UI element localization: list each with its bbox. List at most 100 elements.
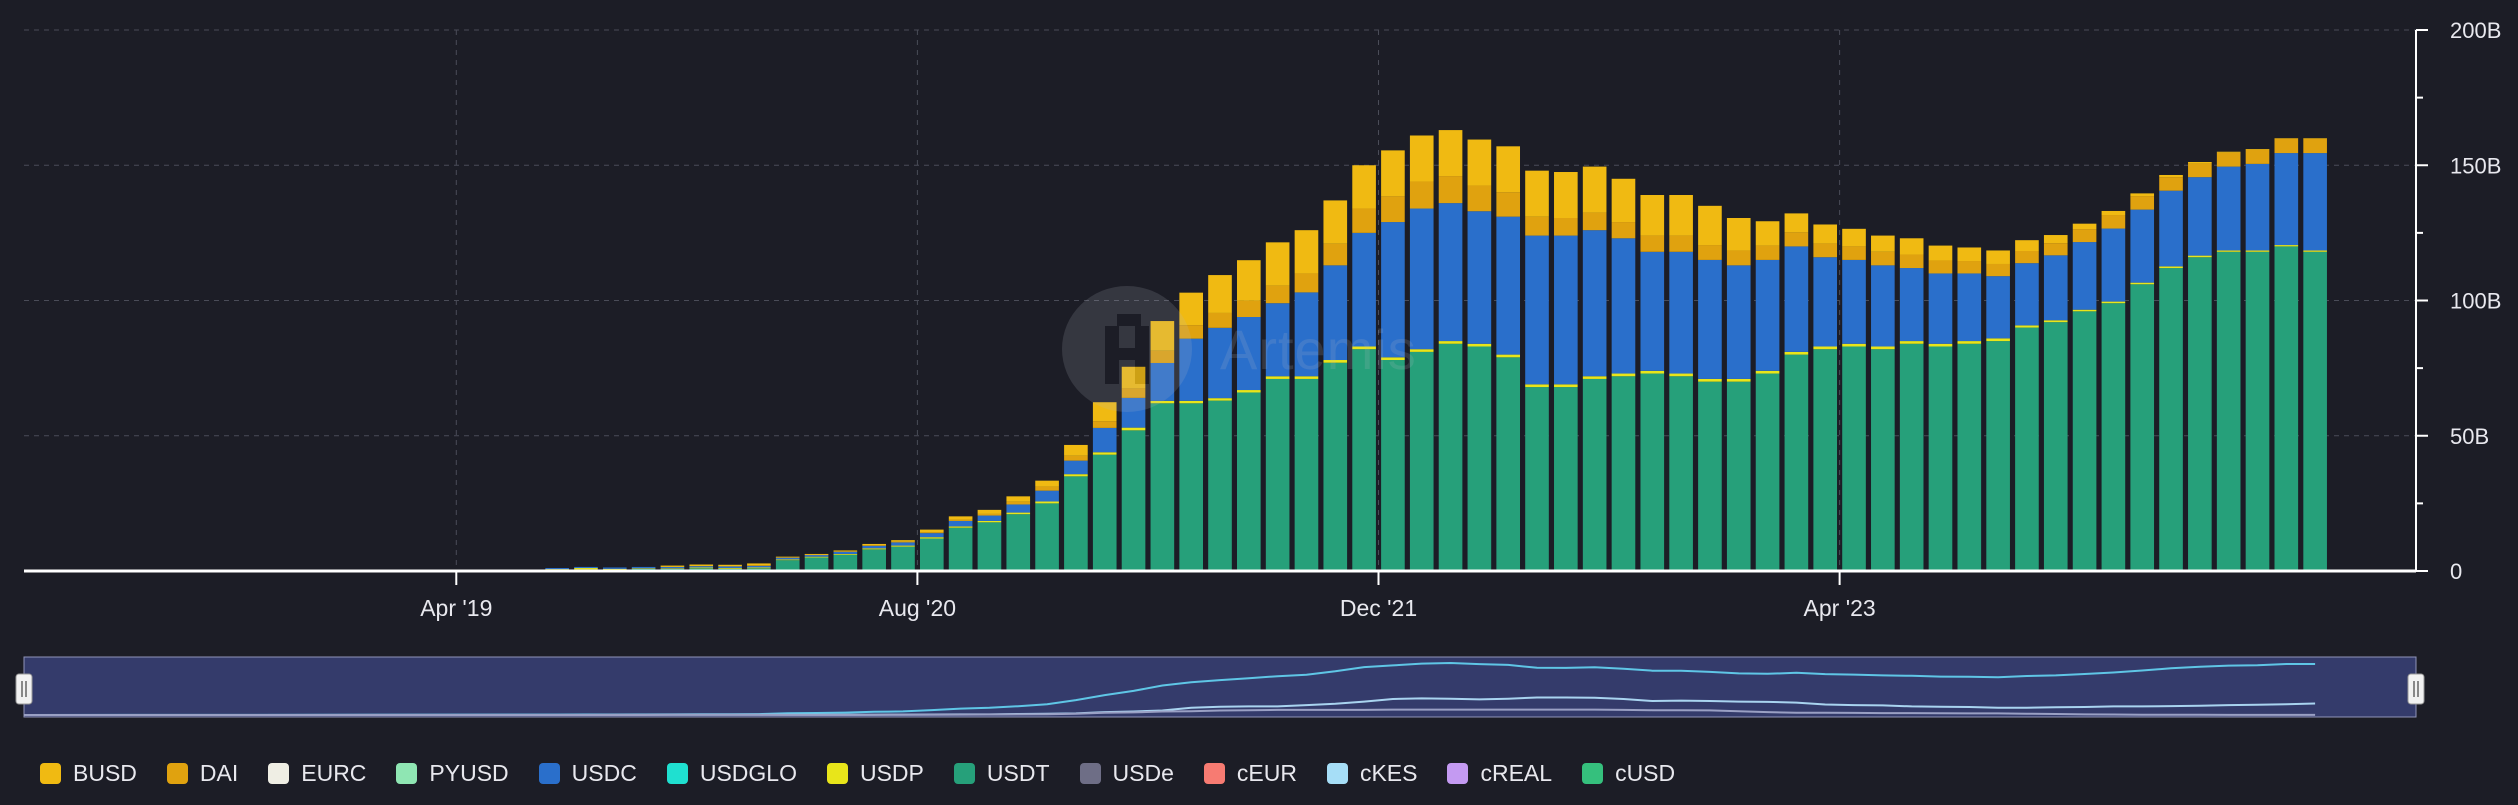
bar-segment-busd[interactable] (2043, 235, 2068, 244)
legend-item-busd[interactable]: BUSD (40, 760, 137, 787)
bar-segment-usdt[interactable] (2274, 246, 2299, 571)
bar-segment-busd[interactable] (1006, 496, 1031, 502)
bar-segment-busd[interactable] (1467, 139, 1492, 186)
bar-segment-dai[interactable] (1064, 455, 1088, 461)
bar-segment-usdp[interactable] (1986, 338, 2010, 342)
bar-segment-dai[interactable] (1467, 185, 1492, 212)
bar-segment-busd[interactable] (2245, 149, 2270, 150)
bar-segment-usdc[interactable] (718, 566, 742, 569)
bar-segment-usdt[interactable] (833, 554, 858, 571)
bar-segment-usdp[interactable] (1006, 512, 1031, 515)
bar-segment-dai[interactable] (1842, 246, 1866, 260)
bar-segment-usdc[interactable] (833, 551, 858, 554)
bar-segment-dai[interactable] (775, 557, 800, 558)
bar-segment-usdc[interactable] (2043, 255, 2068, 321)
bar-segment-usdt[interactable] (1179, 403, 1203, 571)
bar-segment-usdt[interactable] (1467, 346, 1492, 571)
bar-segment-busd[interactable] (1352, 165, 1376, 209)
bar-segment-dai[interactable] (1957, 261, 1982, 274)
bar-segment-busd[interactable] (1496, 146, 1521, 193)
bar-segment-dai[interactable] (2130, 196, 2155, 210)
bar-segment-busd[interactable] (1784, 213, 1809, 233)
bar-segment-usdc[interactable] (545, 568, 569, 570)
bar-segment-usdp[interactable] (804, 556, 829, 558)
bar-segment-busd[interactable] (2015, 240, 2039, 251)
bar-segment-usdp[interactable] (1035, 501, 1059, 504)
bar-segment-usdc[interactable] (1554, 235, 1578, 385)
bar-segment-usdc[interactable] (1582, 230, 1607, 377)
bar-segment-busd[interactable] (747, 563, 771, 566)
bar-segment-usdt[interactable] (1899, 343, 1924, 571)
bar-segment-busd[interactable] (2188, 162, 2212, 164)
bar-segment-busd[interactable] (977, 509, 1002, 514)
bar-segment-usdc[interactable] (891, 542, 915, 546)
bar-segment-usdp[interactable] (1525, 384, 1549, 388)
bar-segment-usdp[interactable] (2245, 250, 2270, 252)
bar-segment-busd[interactable] (1669, 195, 1693, 236)
bar-segment-busd[interactable] (1899, 238, 1924, 255)
bar-segment-dai[interactable] (1237, 300, 1261, 318)
bar-segment-usdc[interactable] (1467, 211, 1492, 344)
bar-segment-dai[interactable] (1698, 245, 1722, 260)
bar-segment-usdt[interactable] (977, 522, 1002, 571)
bar-segment-usdp[interactable] (1409, 349, 1434, 352)
bar-segment-usdp[interactable] (1496, 354, 1521, 358)
legend-item-usdp[interactable]: USDP (826, 760, 924, 787)
bar-segment-busd[interactable] (1611, 178, 1636, 223)
bar-segment-usdc[interactable] (948, 520, 973, 527)
bar-segment-usdp[interactable] (2188, 255, 2212, 258)
bar-segment-usdc[interactable] (2216, 166, 2241, 251)
bar-segment-usdt[interactable] (1986, 341, 2010, 571)
bar-segment-usdp[interactable] (1467, 343, 1492, 347)
bar-segment-usdp[interactable] (1726, 378, 1751, 382)
bar-segment-usdp[interactable] (2101, 301, 2126, 304)
bar-segment-busd[interactable] (1064, 444, 1088, 456)
bar-segment-usdc[interactable] (747, 565, 771, 568)
bar-segment-busd[interactable] (2101, 210, 2126, 216)
bar-segment-usdt[interactable] (1035, 503, 1059, 571)
bar-segment-dai[interactable] (1208, 312, 1232, 328)
bar-segment-usdp[interactable] (1842, 343, 1866, 347)
bar-segment-usdc[interactable] (1352, 232, 1376, 347)
bar-segment-dai[interactable] (2072, 229, 2097, 243)
bar-segment-usdp[interactable] (1611, 373, 1636, 377)
bar-segment-dai[interactable] (1899, 254, 1924, 269)
bar-segment-usdt[interactable] (775, 560, 800, 571)
bar-segment-dai[interactable] (977, 513, 1002, 516)
bar-segment-usdp[interactable] (2216, 250, 2241, 252)
bar-segment-usdc[interactable] (689, 566, 714, 568)
legend-item-ceur[interactable]: cEUR (1203, 760, 1297, 787)
bar-segment-dai[interactable] (1554, 217, 1578, 236)
bar-segment-busd[interactable] (1150, 321, 1175, 351)
bar-segment-dai[interactable] (1438, 176, 1463, 204)
bar-segment-usdp[interactable] (1784, 351, 1809, 355)
bar-segment-usdc[interactable] (1525, 235, 1549, 385)
bar-segment-usdp[interactable] (977, 520, 1002, 523)
bar-segment-dai[interactable] (1669, 235, 1693, 252)
bar-segment-usdt[interactable] (2188, 257, 2212, 571)
range-navigator[interactable] (15, 656, 2425, 718)
bar-segment-usdt[interactable] (2015, 327, 2039, 571)
legend-item-eurc[interactable]: EURC (268, 760, 366, 787)
bar-segment-dai[interactable] (1755, 245, 1780, 260)
legend-item-usde[interactable]: USDe (1079, 760, 1174, 787)
bar-segment-usdp[interactable] (862, 548, 886, 550)
bar-segment-usdc[interactable] (1813, 257, 1838, 347)
bar-segment-dai[interactable] (1121, 388, 1146, 398)
bar-segment-busd[interactable] (1813, 224, 1838, 244)
bar-segment-dai[interactable] (891, 541, 915, 543)
bar-segment-usdc[interactable] (2245, 163, 2270, 251)
bar-segment-usdc[interactable] (574, 566, 598, 569)
bar-segment-dai[interactable] (1496, 192, 1521, 217)
bar-segment-usdt[interactable] (1755, 373, 1780, 571)
bar-segment-dai[interactable] (948, 519, 973, 521)
bar-segment-usdt[interactable] (1150, 403, 1175, 571)
bar-segment-dai[interactable] (1035, 486, 1059, 491)
bar-segment-usdt[interactable] (1813, 349, 1838, 571)
bar-segment-dai[interactable] (1265, 285, 1290, 304)
bar-segment-usdc[interactable] (660, 566, 685, 569)
bar-segment-usdc[interactable] (1323, 265, 1348, 361)
bar-segment-usdt[interactable] (1957, 343, 1982, 571)
bar-segment-dai[interactable] (1611, 222, 1636, 239)
bar-segment-usdc[interactable] (1265, 303, 1290, 377)
